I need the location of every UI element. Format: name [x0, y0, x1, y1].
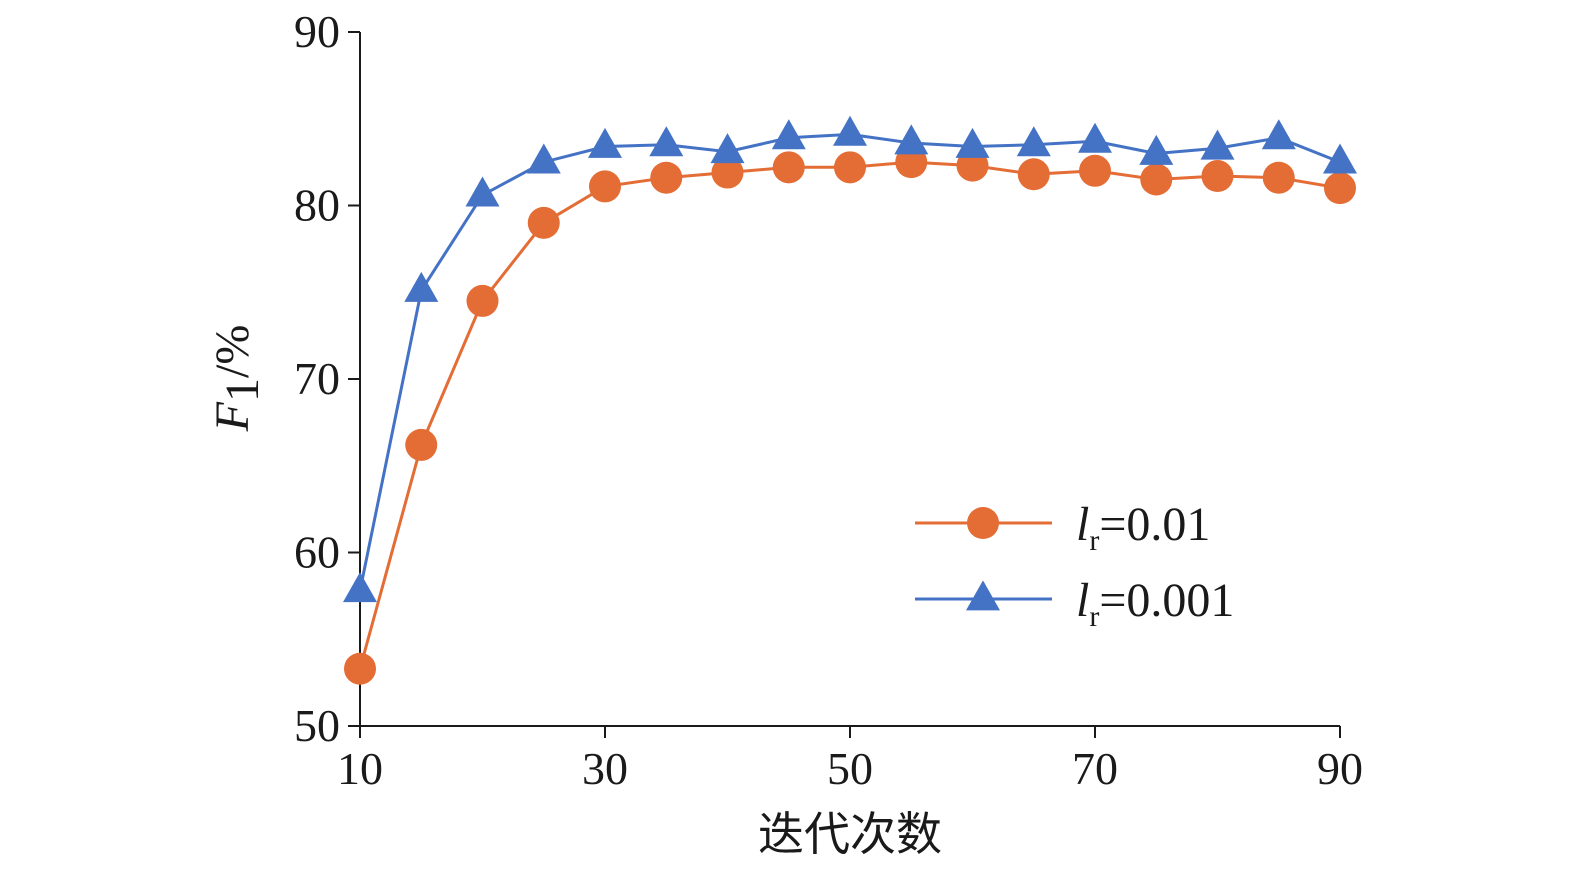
- data-point: [955, 127, 990, 158]
- y-tick-label: 50: [294, 700, 340, 751]
- data-point: [405, 428, 438, 461]
- data-point: [1017, 158, 1050, 191]
- y-tick-label: 80: [294, 180, 340, 231]
- data-point: [404, 271, 439, 302]
- data-point: [650, 161, 683, 194]
- data-point: [526, 143, 561, 174]
- data-point: [710, 133, 745, 164]
- x-tick-label: 90: [1317, 743, 1363, 794]
- y-axis-title: F1/%: [206, 325, 269, 433]
- x-tick-label: 30: [582, 743, 628, 794]
- x-axis-title: 迭代次数: [758, 807, 942, 861]
- data-point: [465, 176, 500, 207]
- data-point: [711, 156, 744, 189]
- data-point: [1078, 122, 1112, 153]
- y-axis-title-subscript: 1: [216, 378, 269, 402]
- legend-label: lr=0.001: [1076, 574, 1234, 633]
- legend-marker-triangle: [966, 580, 1000, 611]
- legend-item-2: lr=0.001: [915, 574, 1234, 633]
- legend-item-1: lr=0.01: [915, 498, 1210, 557]
- data-point: [589, 170, 621, 203]
- series-layer: [343, 115, 1357, 685]
- x-ticks: 10 30 50 70 90: [337, 726, 1363, 794]
- x-tick-label: 10: [337, 743, 383, 794]
- data-point: [649, 126, 684, 157]
- data-point: [343, 572, 377, 603]
- series-1: [344, 146, 1356, 685]
- y-axis-title-unit: /%: [206, 325, 259, 378]
- data-point: [772, 151, 805, 184]
- data-point: [527, 206, 560, 239]
- data-point: [894, 124, 929, 155]
- data-point: [833, 115, 867, 146]
- legend-marker-circle: [967, 507, 999, 539]
- svg-text:F1/%: F1/%: [206, 325, 269, 433]
- legend-label: lr=0.01: [1076, 498, 1210, 557]
- series-2: [343, 115, 1357, 603]
- y-tick-label: 90: [294, 6, 340, 57]
- data-point: [771, 119, 806, 150]
- y-tick-label: 70: [294, 353, 340, 404]
- data-point: [1201, 160, 1234, 193]
- data-point: [1140, 163, 1173, 196]
- y-axis-title-main: F: [206, 401, 259, 432]
- legend: lr=0.01 lr=0.001: [915, 498, 1234, 633]
- data-point: [1262, 161, 1295, 194]
- data-point: [1323, 143, 1357, 174]
- data-point: [588, 127, 622, 158]
- x-tick-label: 50: [827, 743, 873, 794]
- y-tick-label: 60: [294, 527, 340, 578]
- y-ticks: 50 60 70 80 90: [294, 6, 360, 751]
- x-tick-label: 70: [1072, 743, 1118, 794]
- data-point: [1261, 119, 1296, 150]
- data-point: [1324, 172, 1356, 205]
- data-point: [1079, 154, 1111, 187]
- data-point: [344, 652, 376, 685]
- data-point: [1016, 126, 1051, 157]
- data-point: [834, 151, 866, 184]
- data-point: [1139, 134, 1174, 165]
- data-point: [1200, 129, 1235, 160]
- data-point: [466, 284, 499, 317]
